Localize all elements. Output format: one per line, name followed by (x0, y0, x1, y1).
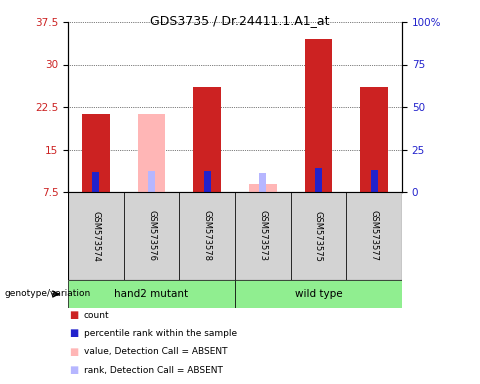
Text: ■: ■ (70, 347, 79, 357)
Bar (138, 114, 166, 192)
Text: GSM573575: GSM573575 (314, 210, 323, 262)
Bar (82, 114, 110, 192)
Bar (124, 192, 180, 280)
Bar (315, 168, 322, 192)
Text: ■: ■ (70, 328, 79, 338)
Bar (193, 87, 221, 192)
Bar (148, 171, 155, 192)
Text: ■: ■ (70, 365, 79, 375)
Text: GSM573577: GSM573577 (370, 210, 379, 262)
Text: GSM573578: GSM573578 (203, 210, 212, 262)
Bar (305, 39, 333, 192)
Bar (260, 173, 266, 192)
Bar (235, 192, 291, 280)
Text: percentile rank within the sample: percentile rank within the sample (84, 329, 237, 338)
Bar (93, 172, 99, 192)
Text: value, Detection Call = ABSENT: value, Detection Call = ABSENT (84, 348, 228, 356)
Text: GSM573574: GSM573574 (91, 210, 100, 262)
Text: ■: ■ (70, 310, 79, 320)
Bar (347, 192, 402, 280)
Bar (68, 280, 235, 308)
Text: genotype/variation: genotype/variation (5, 290, 91, 298)
Bar (235, 280, 402, 308)
Text: wild type: wild type (295, 289, 342, 299)
Text: GDS3735 / Dr.24411.1.A1_at: GDS3735 / Dr.24411.1.A1_at (150, 14, 330, 27)
Bar (371, 170, 377, 192)
Bar (180, 192, 235, 280)
Bar (68, 192, 124, 280)
Text: GSM573576: GSM573576 (147, 210, 156, 262)
Text: GSM573573: GSM573573 (258, 210, 267, 262)
Text: hand2 mutant: hand2 mutant (114, 289, 189, 299)
Bar (291, 192, 347, 280)
Bar (204, 171, 211, 192)
Text: count: count (84, 311, 109, 319)
Text: rank, Detection Call = ABSENT: rank, Detection Call = ABSENT (84, 366, 223, 375)
Bar (249, 184, 277, 192)
Bar (360, 87, 388, 192)
